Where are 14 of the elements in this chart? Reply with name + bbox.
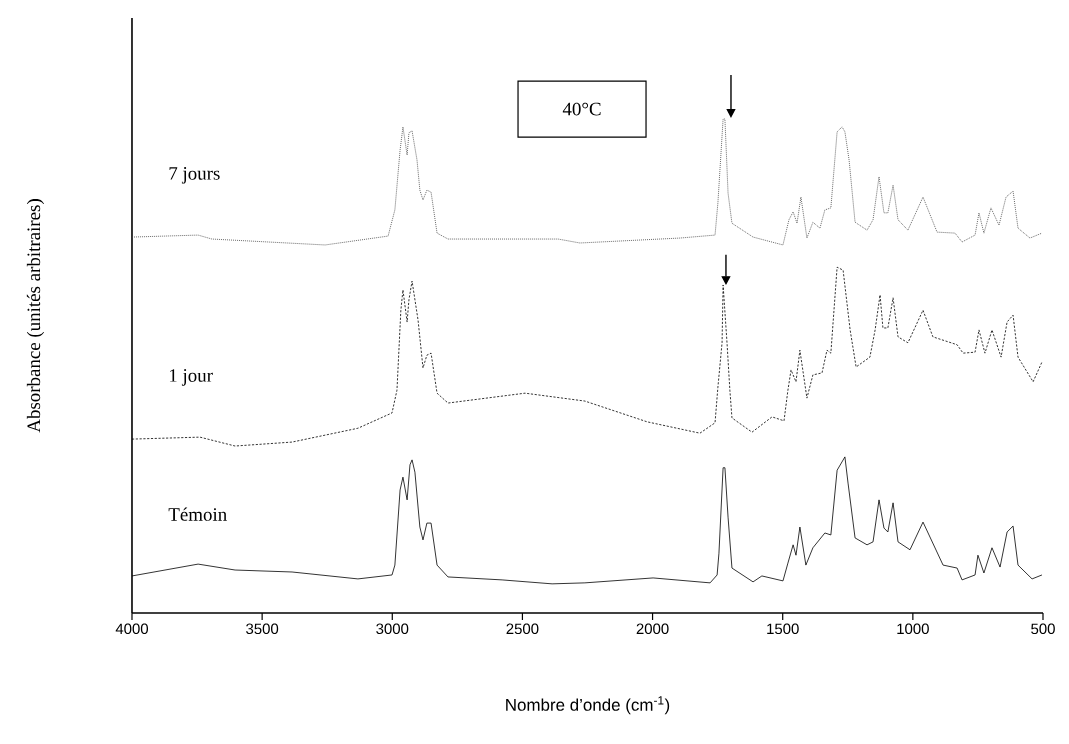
x-tick-label: 1500 — [767, 623, 799, 635]
x-tick-label: 500 — [1031, 623, 1055, 635]
x-tick-label: 2000 — [636, 623, 669, 635]
text: 7 jours — [169, 167, 220, 184]
text: 40°C — [562, 102, 601, 116]
x-tick-label: 3500 — [246, 623, 279, 635]
y-axis-title: Absorbance (unités arbitraires) — [26, 199, 45, 433]
x-axis-title: Nombre d’onde (cm$^{-1}$) — [506, 696, 670, 715]
text: 1 jour — [169, 369, 213, 386]
x-tick-label: 1000 — [897, 623, 929, 635]
x-tick-label: 4000 — [115, 623, 149, 635]
x-tick-label: 3000 — [376, 623, 409, 635]
x-tick-label: 2500 — [506, 623, 539, 635]
text: Témoin — [168, 507, 227, 521]
